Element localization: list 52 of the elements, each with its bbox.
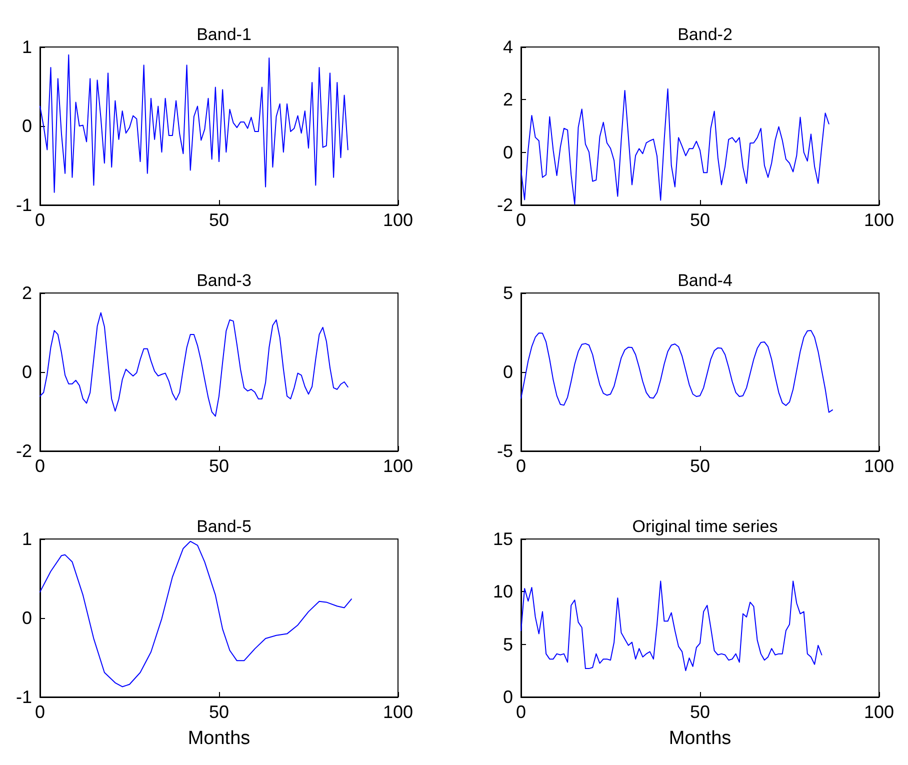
y-tick-label: 15 bbox=[492, 529, 513, 549]
y-tick-label: 10 bbox=[492, 582, 513, 602]
x-tick-label: 50 bbox=[208, 702, 230, 722]
y-tick-label: -2 bbox=[496, 195, 513, 215]
y-tick-label: 5 bbox=[502, 634, 513, 654]
y-tick-label: 1 bbox=[22, 37, 32, 57]
line-series bbox=[520, 580, 822, 672]
x-tick-label: 100 bbox=[864, 702, 894, 722]
x-tick-label: 0 bbox=[34, 702, 46, 722]
y-tick-label: -2 bbox=[16, 441, 32, 461]
y-tick-label: -1 bbox=[16, 195, 32, 215]
x-tick-label: 50 bbox=[690, 702, 710, 722]
chart-title: Band-1 bbox=[196, 25, 252, 44]
x-tick-label: 100 bbox=[864, 210, 894, 230]
x-tick-label: 0 bbox=[34, 456, 46, 476]
chart-title: Band-3 bbox=[196, 271, 252, 290]
chart-title: Original time series bbox=[632, 517, 778, 536]
chart-title: Band-5 bbox=[196, 517, 252, 536]
x-tick-label: 50 bbox=[208, 456, 230, 476]
y-tick-label: 0 bbox=[502, 362, 513, 382]
chart-title: Band-4 bbox=[678, 271, 732, 290]
y-tick-label: 0 bbox=[22, 362, 32, 382]
chart-title: Band-2 bbox=[678, 25, 732, 44]
line-series bbox=[520, 330, 833, 413]
x-tick-label: 0 bbox=[516, 456, 526, 476]
y-tick-label: 2 bbox=[502, 90, 513, 110]
x-tick-label: 50 bbox=[208, 210, 230, 230]
line-series bbox=[40, 312, 348, 417]
y-tick-label: 2 bbox=[22, 283, 32, 303]
y-tick-label: 1 bbox=[22, 529, 32, 549]
line-series bbox=[520, 88, 830, 205]
y-tick-label: 0 bbox=[22, 608, 32, 628]
y-tick-label: -5 bbox=[496, 441, 513, 461]
x-tick-label: 100 bbox=[382, 702, 414, 722]
x-axis-title: Months bbox=[188, 728, 250, 749]
x-tick-label: 100 bbox=[864, 456, 894, 476]
y-tick-label: 5 bbox=[502, 283, 513, 303]
x-tick-label: 100 bbox=[382, 210, 414, 230]
x-tick-label: 100 bbox=[382, 456, 414, 476]
y-tick-label: 0 bbox=[502, 687, 513, 707]
x-tick-label: 0 bbox=[516, 702, 526, 722]
y-tick-label: 0 bbox=[22, 116, 32, 136]
line-series bbox=[40, 540, 352, 688]
x-axis-title: Months bbox=[668, 728, 732, 749]
x-tick-label: 0 bbox=[34, 210, 46, 230]
line-series bbox=[40, 54, 348, 193]
y-tick-label: 0 bbox=[502, 142, 513, 162]
y-tick-label: 4 bbox=[502, 37, 513, 57]
y-tick-label: -1 bbox=[16, 687, 32, 707]
x-tick-label: 0 bbox=[516, 210, 526, 230]
x-tick-label: 50 bbox=[690, 456, 710, 476]
x-tick-label: 50 bbox=[690, 210, 710, 230]
